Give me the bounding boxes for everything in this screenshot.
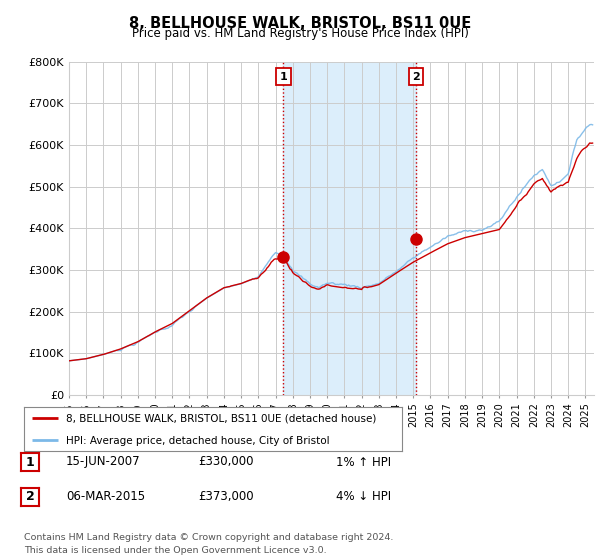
Text: 1: 1 [280, 72, 287, 82]
Text: HPI: Average price, detached house, City of Bristol: HPI: Average price, detached house, City… [65, 436, 329, 446]
Text: 2: 2 [26, 490, 34, 503]
Text: Contains HM Land Registry data © Crown copyright and database right 2024.
This d: Contains HM Land Registry data © Crown c… [24, 533, 394, 556]
Text: £373,000: £373,000 [198, 490, 254, 503]
Text: 4% ↓ HPI: 4% ↓ HPI [336, 490, 391, 503]
Text: £330,000: £330,000 [198, 455, 254, 469]
Text: 15-JUN-2007: 15-JUN-2007 [66, 455, 140, 469]
Text: 8, BELLHOUSE WALK, BRISTOL, BS11 0UE: 8, BELLHOUSE WALK, BRISTOL, BS11 0UE [129, 16, 471, 31]
Text: 8, BELLHOUSE WALK, BRISTOL, BS11 0UE (detached house): 8, BELLHOUSE WALK, BRISTOL, BS11 0UE (de… [65, 414, 376, 424]
Text: 2: 2 [412, 72, 420, 82]
Text: Price paid vs. HM Land Registry's House Price Index (HPI): Price paid vs. HM Land Registry's House … [131, 27, 469, 40]
Text: 1% ↑ HPI: 1% ↑ HPI [336, 455, 391, 469]
Bar [283, 62, 416, 395]
Text: 06-MAR-2015: 06-MAR-2015 [66, 490, 145, 503]
Text: 1: 1 [26, 455, 34, 469]
